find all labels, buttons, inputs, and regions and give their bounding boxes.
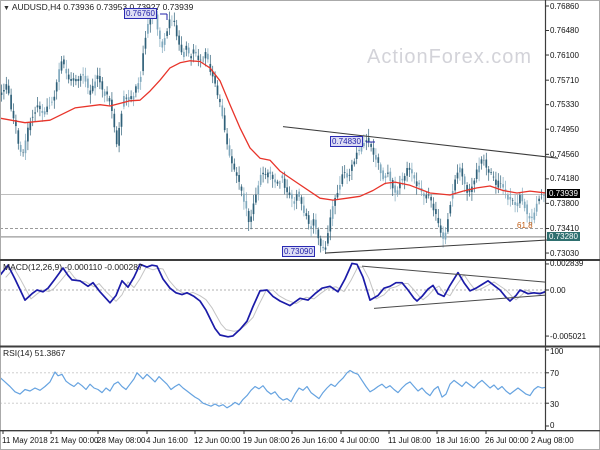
rsi-axis-label: 0: [550, 420, 555, 430]
support-price-label: 0.73280: [547, 231, 580, 241]
date-axis-label: 26 Jun 16:00: [291, 436, 338, 445]
price-annotation-label: 0.74830: [330, 136, 363, 147]
price-axis-label: 0.75710: [550, 75, 579, 85]
rsi-indicator-label: RSI(14) 51.3867: [3, 348, 66, 358]
price-axis-label: 0.76100: [550, 50, 579, 60]
current-price-label: 0.73939: [547, 189, 580, 199]
macd-indicator-label: MACD(12,26,9) -0.000110 -0.000287: [3, 262, 143, 272]
date-axis-label: 4 Jul 00:00: [340, 436, 380, 445]
date-axis-label: 11 May 2018: [2, 436, 48, 445]
actionforex-watermark: ActionForex.com: [367, 46, 533, 68]
date-axis-label: 26 Jul 00:00: [485, 436, 529, 445]
macd-axis-label: 0.00: [550, 285, 566, 295]
date-axis-label: 21 May 00:00: [50, 436, 99, 445]
macd-axis-label: 0.002839: [550, 259, 584, 269]
price-axis-label: 0.73800: [550, 198, 579, 208]
date-axis-label: 18 Jul 16:00: [436, 436, 480, 445]
symbol-dropdown-icon[interactable]: ▼: [3, 5, 10, 12]
date-axis-label: 4 Jun 16:00: [146, 436, 188, 445]
symbol-quote-bar: ▼ AUDUSD,H4 0.73936 0.73953 0.73927 0.73…: [3, 3, 193, 13]
symbol-ohlc-text: AUDUSD,H4 0.73936 0.73953 0.73927 0.7393…: [11, 2, 194, 12]
price-axis-label: 0.76860: [550, 1, 579, 11]
date-axis-label: 28 May 08:00: [97, 436, 146, 445]
fib-level-label: 61.8: [517, 221, 533, 230]
price-axis-label: 0.74560: [550, 149, 579, 159]
price-axis-label: 0.73410: [550, 224, 579, 234]
date-axis-label: 11 Jul 08:00: [388, 436, 431, 445]
price-annotation-label: 0.73090: [282, 246, 315, 257]
rsi-axis-label: 30: [550, 399, 559, 409]
rsi-axis-label: 100: [550, 346, 564, 356]
date-axis-label: 2 Aug 08:00: [531, 436, 574, 445]
price-axis-label: 0.74180: [550, 174, 579, 184]
date-axis-label: 12 Jun 00:00: [194, 436, 241, 445]
macd-axis-label: -0.005021: [550, 331, 587, 341]
date-axis-label: 19 Jun 08:00: [243, 436, 290, 445]
price-axis-label: 0.75330: [550, 100, 579, 110]
price-axis-label: 0.73030: [550, 248, 579, 258]
price-annotation-label: 0.76760: [124, 8, 157, 19]
price-axis-label: 0.76480: [550, 26, 579, 35]
rsi-axis-label: 70: [550, 369, 559, 379]
price-axis-label: 0.74950: [550, 124, 579, 134]
